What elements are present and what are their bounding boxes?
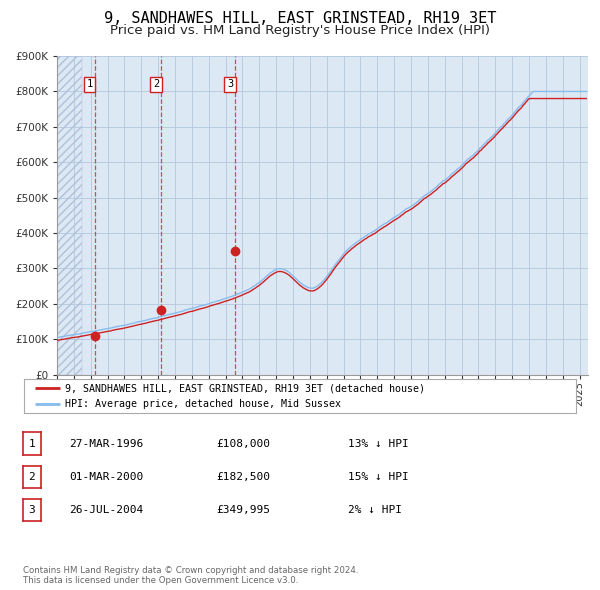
Text: 9, SANDHAWES HILL, EAST GRINSTEAD, RH19 3ET: 9, SANDHAWES HILL, EAST GRINSTEAD, RH19 …: [104, 11, 496, 25]
Text: 1: 1: [86, 80, 92, 89]
Text: 2: 2: [28, 472, 35, 481]
Text: 27-MAR-1996: 27-MAR-1996: [69, 439, 143, 448]
Text: 9, SANDHAWES HILL, EAST GRINSTEAD, RH19 3ET (detached house): 9, SANDHAWES HILL, EAST GRINSTEAD, RH19 …: [65, 383, 425, 393]
Text: 2% ↓ HPI: 2% ↓ HPI: [348, 505, 402, 514]
Text: HPI: Average price, detached house, Mid Sussex: HPI: Average price, detached house, Mid …: [65, 399, 341, 409]
Text: 3: 3: [227, 80, 233, 89]
Text: £108,000: £108,000: [216, 439, 270, 448]
Text: 2: 2: [153, 80, 159, 89]
Text: £182,500: £182,500: [216, 472, 270, 481]
Text: 15% ↓ HPI: 15% ↓ HPI: [348, 472, 409, 481]
Text: £349,995: £349,995: [216, 505, 270, 514]
Text: 13% ↓ HPI: 13% ↓ HPI: [348, 439, 409, 448]
Text: 3: 3: [28, 505, 35, 514]
Text: 26-JUL-2004: 26-JUL-2004: [69, 505, 143, 514]
Text: 01-MAR-2000: 01-MAR-2000: [69, 472, 143, 481]
Text: 1: 1: [28, 439, 35, 448]
Text: Price paid vs. HM Land Registry's House Price Index (HPI): Price paid vs. HM Land Registry's House …: [110, 24, 490, 37]
Text: Contains HM Land Registry data © Crown copyright and database right 2024.
This d: Contains HM Land Registry data © Crown c…: [23, 566, 358, 585]
